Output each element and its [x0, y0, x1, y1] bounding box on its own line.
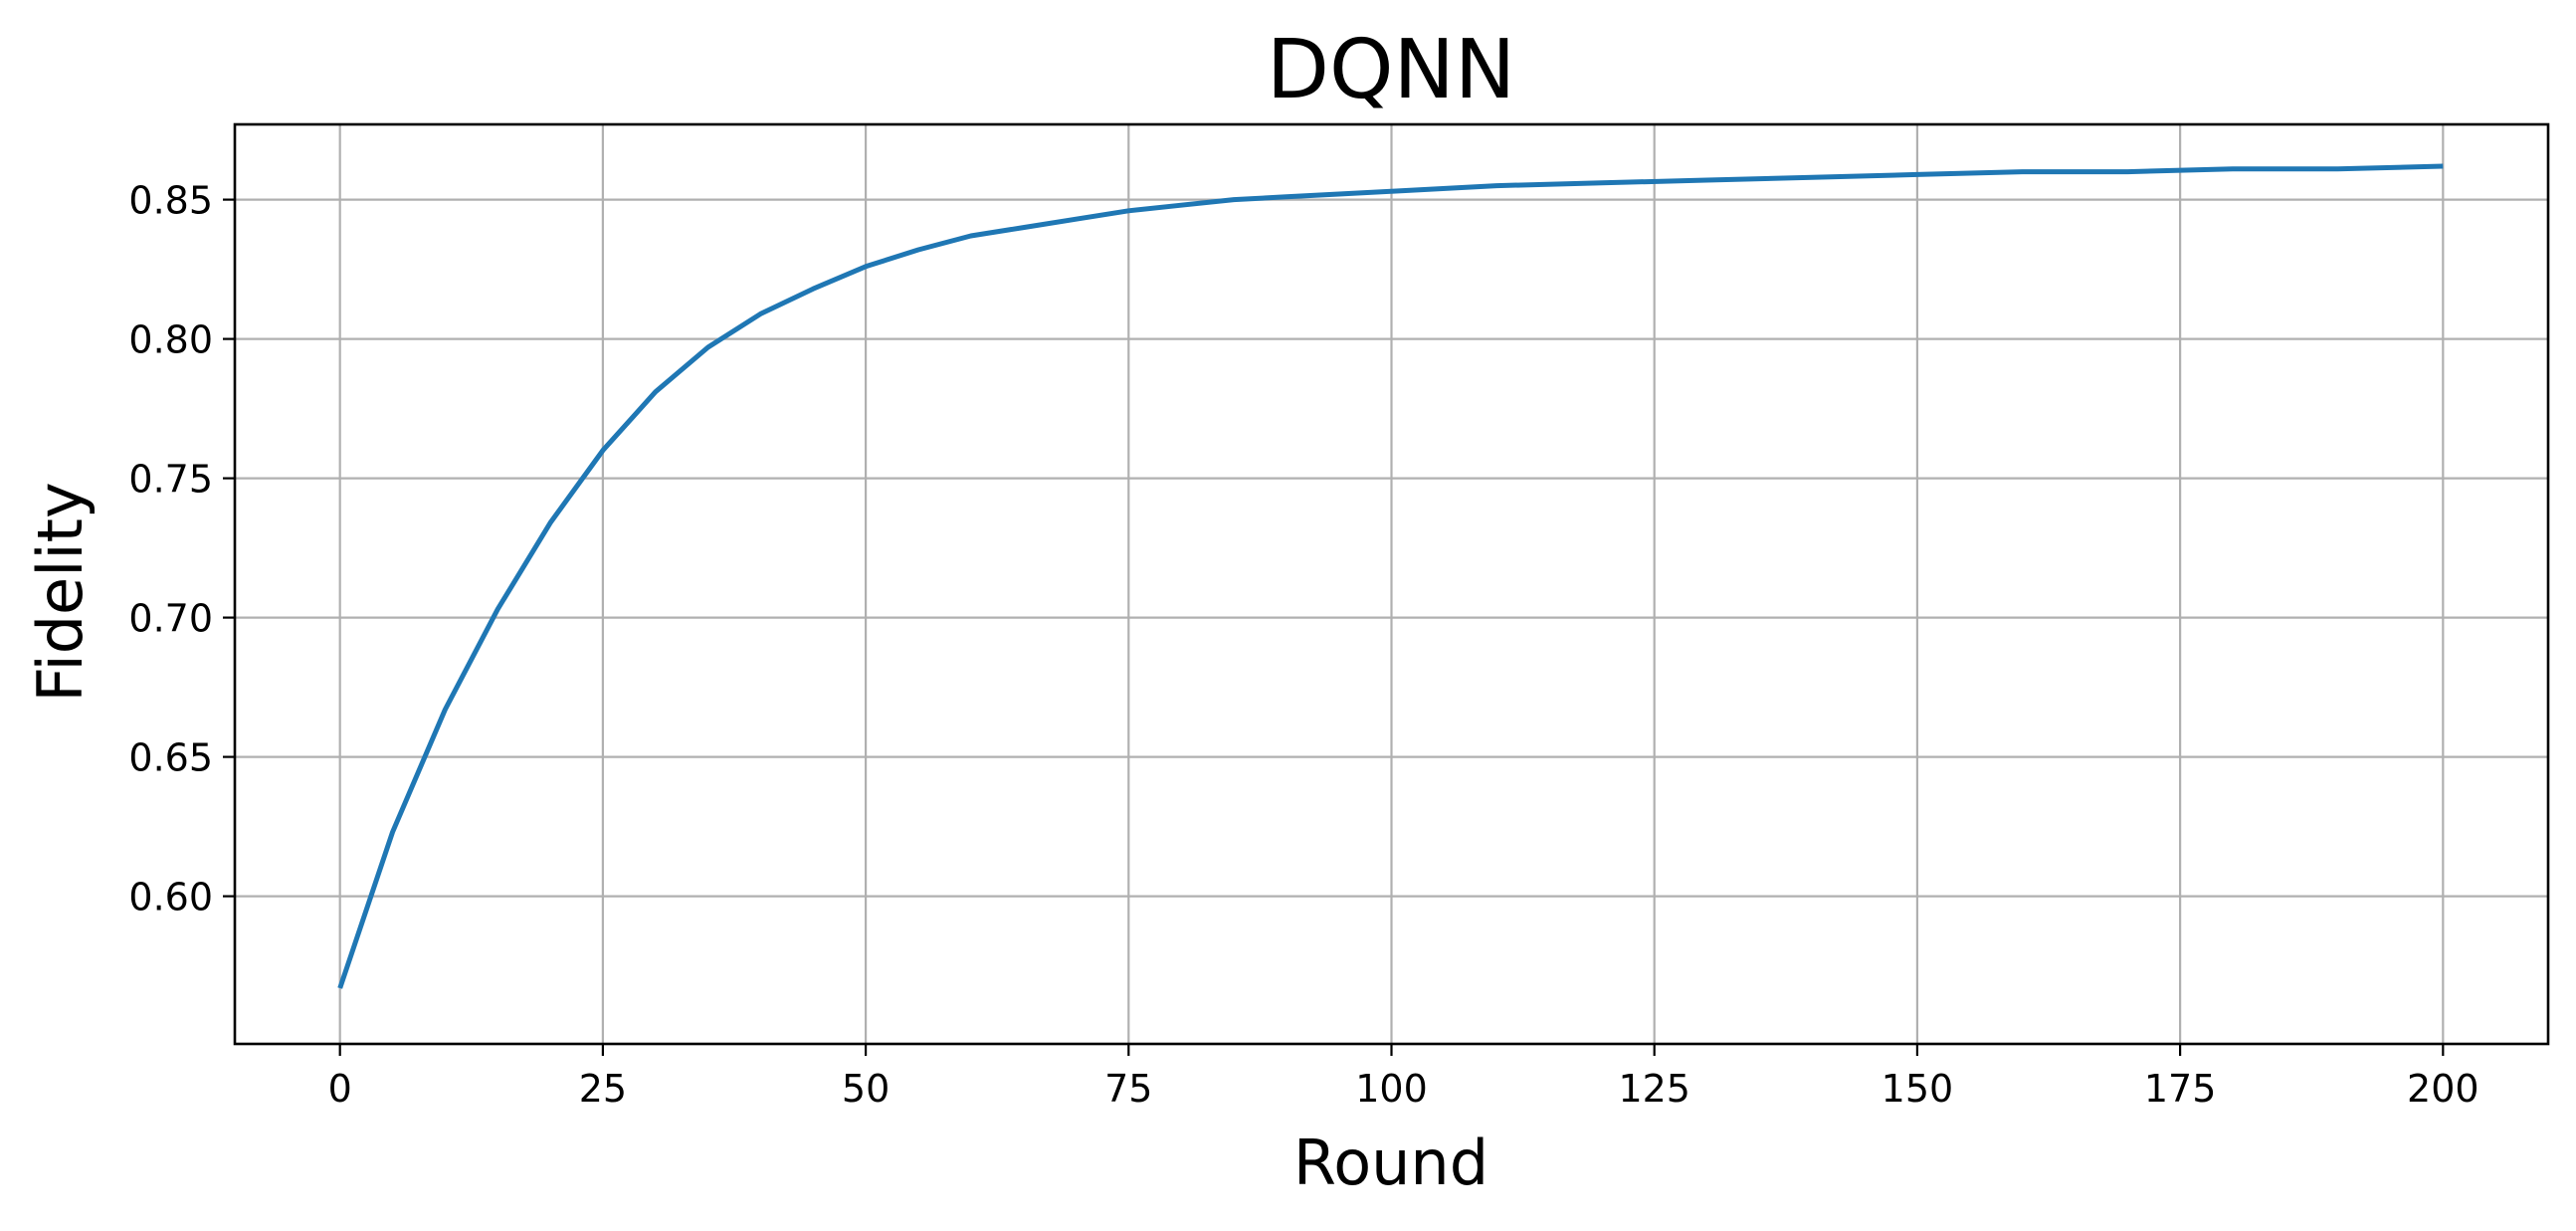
x-tick-label-150: 150 [1882, 1067, 1954, 1111]
ticks: 0 25 50 75 100 125 150 175 200 0.60 0.65 0.70 0.75 0.… [128, 179, 2478, 1111]
y-tick-label-0.65: 0.65 [128, 736, 213, 780]
x-tick-label-50: 50 [842, 1067, 890, 1111]
y-tick-label-0.70: 0.70 [128, 597, 213, 641]
x-tick-label-0: 0 [328, 1067, 352, 1111]
x-tick-label-25: 25 [579, 1067, 627, 1111]
series-layer [337, 163, 2444, 989]
x-tick-label-125: 125 [1618, 1067, 1690, 1111]
y-axis-label: Fidelity [24, 482, 97, 702]
grid [235, 124, 2548, 1044]
x-tick-label-175: 175 [2144, 1067, 2217, 1111]
series-line-0 [337, 163, 2444, 989]
x-axis-label: Round [1293, 1127, 1488, 1199]
chart-title: DQNN [1267, 23, 1515, 117]
x-tick-label-200: 200 [2407, 1067, 2479, 1111]
x-tick-label-100: 100 [1355, 1067, 1428, 1111]
x-tick-label-75: 75 [1104, 1067, 1152, 1111]
y-tick-label-0.85: 0.85 [128, 179, 213, 223]
y-tick-label-0.75: 0.75 [128, 458, 213, 502]
y-tick-label-0.80: 0.80 [128, 318, 213, 362]
y-tick-label-0.60: 0.60 [128, 876, 213, 920]
